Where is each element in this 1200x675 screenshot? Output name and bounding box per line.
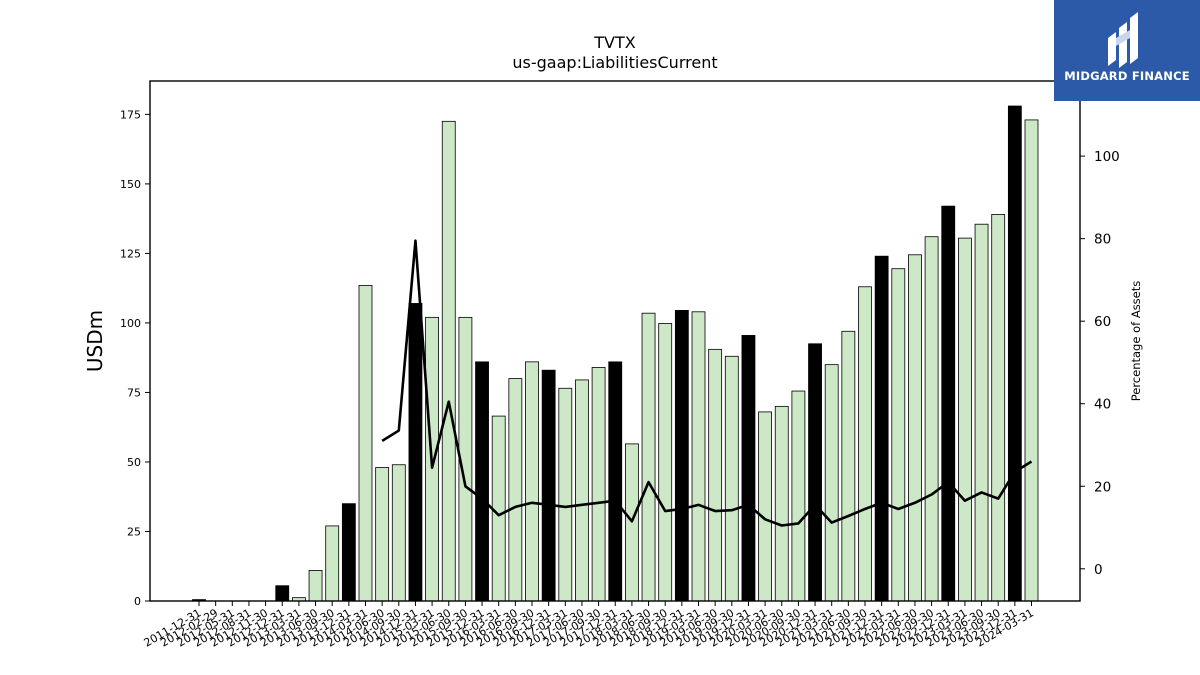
y-axis-label: USDm <box>83 310 107 372</box>
bar-2021-09-30 <box>858 286 872 601</box>
midgard-logo-icon <box>1108 12 1138 68</box>
bar-2020-03-31 <box>758 411 772 601</box>
y-tick-label: 175 <box>120 108 141 121</box>
bar-2021-06-30 <box>841 330 856 601</box>
y-tick-label: 150 <box>120 178 141 191</box>
y2-axis-label: Percentage of Assets <box>1129 281 1143 402</box>
bar-2020-09-30 <box>791 390 806 601</box>
bar-2014-03-31 <box>358 284 373 601</box>
bar-2023-06-30 <box>974 223 989 601</box>
bar-2012-12-31 <box>275 585 290 601</box>
bar-2024-03-31 <box>1024 119 1039 601</box>
bar-2014-06-30 <box>375 467 390 601</box>
bar-2022-12-31 <box>941 205 956 601</box>
bar-2022-06-30 <box>908 254 922 601</box>
y2-tick-label: 0 <box>1094 562 1103 578</box>
bar-2016-06-30 <box>508 378 523 601</box>
bar-2022-09-30 <box>924 236 939 601</box>
y2-tick-label: 40 <box>1094 397 1111 413</box>
bar-2014-09-30 <box>391 464 406 601</box>
bar-2018-12-31 <box>674 310 689 601</box>
brand-logo: MIDGARD FINANCE <box>1054 0 1200 101</box>
bar-2018-06-30 <box>641 312 656 601</box>
bar-2021-12-31 <box>874 255 889 601</box>
y2-tick-label: 100 <box>1094 149 1120 165</box>
y-tick-label: 0 <box>134 595 141 608</box>
bar-2021-03-31 <box>824 364 839 601</box>
bar-2016-09-30 <box>525 361 539 601</box>
chart-subtitle: us-gaap:LiabilitiesCurrent <box>512 53 717 72</box>
y-tick-label: 75 <box>127 386 141 399</box>
bar-2015-12-31 <box>475 361 489 601</box>
bar-2020-06-30 <box>774 405 789 601</box>
chart-title: TVTX <box>593 33 635 52</box>
bar-2019-09-30 <box>724 355 739 601</box>
bar-2020-12-31 <box>808 343 822 601</box>
bar-2017-12-31 <box>608 361 623 601</box>
bar-2018-09-30 <box>658 323 673 601</box>
bar-2019-06-30 <box>708 348 723 601</box>
bar-2022-03-31 <box>891 268 906 601</box>
bar-2017-03-31 <box>558 387 573 601</box>
y-tick-label: 100 <box>120 317 141 330</box>
y2-tick-label: 60 <box>1094 314 1111 330</box>
bar-2023-09-30 <box>991 214 1006 601</box>
bar-2019-03-31 <box>691 311 706 601</box>
percentage-of-assets-line <box>381 239 1033 527</box>
line-series <box>381 239 1033 527</box>
bar-2013-06-30 <box>308 570 323 601</box>
y2-tick-label: 80 <box>1094 232 1111 248</box>
bar-2013-09-30 <box>325 525 340 601</box>
bar-2016-03-31 <box>491 415 506 601</box>
y-tick-label: 125 <box>120 247 141 260</box>
y2-tick-label: 20 <box>1094 479 1111 495</box>
bar-2014-12-31 <box>408 303 423 601</box>
bar-series <box>192 105 1039 601</box>
brand-name: MIDGARD FINANCE <box>1064 69 1190 83</box>
bar-2016-12-31 <box>541 369 556 601</box>
bar-2023-12-31 <box>1007 105 1022 601</box>
y-tick-label: 25 <box>127 525 141 538</box>
bar-2015-06-30 <box>441 120 456 601</box>
bar-2013-12-31 <box>341 503 356 601</box>
y-tick-label: 50 <box>127 456 141 469</box>
bar-2019-12-31 <box>741 335 756 601</box>
bar-2017-06-30 <box>575 379 589 601</box>
bar-2023-03-31 <box>958 237 972 601</box>
axes: 02550751001251501750204060801002011-12-3… <box>120 80 1120 650</box>
bar-2017-09-30 <box>591 367 606 601</box>
